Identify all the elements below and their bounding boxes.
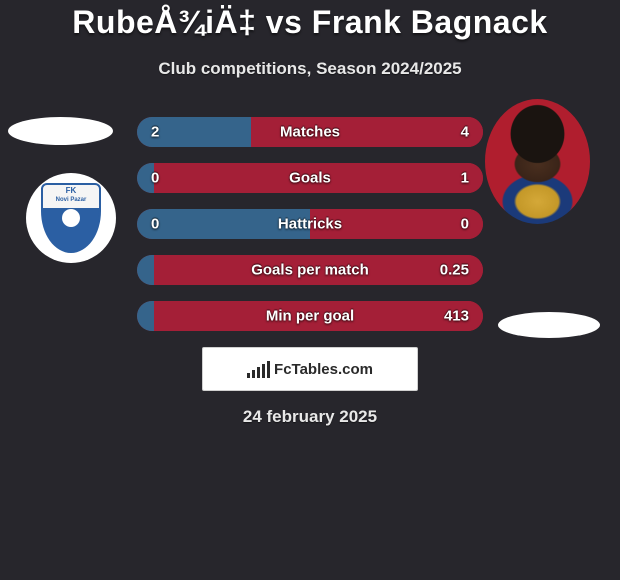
stat-value-right: 1 bbox=[461, 170, 469, 187]
stat-value-left: 0 bbox=[151, 216, 159, 233]
promo-badge[interactable]: FcTables.com bbox=[202, 347, 418, 391]
club-badge-text-bottom: Novi Pazar bbox=[56, 197, 87, 203]
stat-bar-left bbox=[137, 301, 154, 331]
stat-value-right: 4 bbox=[461, 124, 469, 141]
stat-row: 0.25 Goals per match bbox=[137, 255, 483, 285]
club-badge-ball-icon bbox=[62, 209, 80, 227]
stat-label: Goals bbox=[289, 170, 331, 187]
subtitle: Club competitions, Season 2024/2025 bbox=[0, 59, 620, 79]
stat-bar-left bbox=[137, 255, 154, 285]
stat-label: Matches bbox=[280, 124, 340, 141]
player-right-photo bbox=[485, 99, 590, 224]
club-badge-icon: FK Novi Pazar bbox=[41, 183, 101, 253]
stat-value-right: 0.25 bbox=[440, 262, 469, 279]
player-right-club-placeholder bbox=[498, 312, 600, 338]
stat-row: 0 0 Hattricks bbox=[137, 209, 483, 239]
content-area: FK Novi Pazar 2 4 Matches 0 1 Goals 0 0 Hattrick… bbox=[0, 117, 620, 427]
date-text: 24 february 2025 bbox=[0, 407, 620, 427]
club-badge-text-top: FK bbox=[66, 187, 77, 195]
comparison-card: RubeÅ¾iÄ‡ vs Frank Bagnack Club competit… bbox=[0, 0, 620, 427]
stat-label: Goals per match bbox=[251, 262, 369, 279]
stats-bars: 2 4 Matches 0 1 Goals 0 0 Hattricks 0.25 Goals per… bbox=[137, 117, 483, 331]
stat-label: Min per goal bbox=[266, 308, 354, 325]
player-left-avatar-placeholder bbox=[8, 117, 113, 145]
stat-value-right: 0 bbox=[461, 216, 469, 233]
promo-text: FcTables.com bbox=[274, 361, 373, 378]
stat-label: Hattricks bbox=[278, 216, 342, 233]
stat-value-right: 413 bbox=[444, 308, 469, 325]
page-title: RubeÅ¾iÄ‡ vs Frank Bagnack bbox=[0, 0, 620, 41]
stat-value-left: 2 bbox=[151, 124, 159, 141]
stat-row: 2 4 Matches bbox=[137, 117, 483, 147]
player-left-club-logo: FK Novi Pazar bbox=[26, 173, 116, 263]
stat-row: 0 1 Goals bbox=[137, 163, 483, 193]
stat-row: 413 Min per goal bbox=[137, 301, 483, 331]
stat-value-left: 0 bbox=[151, 170, 159, 187]
bar-chart-icon bbox=[247, 360, 270, 378]
